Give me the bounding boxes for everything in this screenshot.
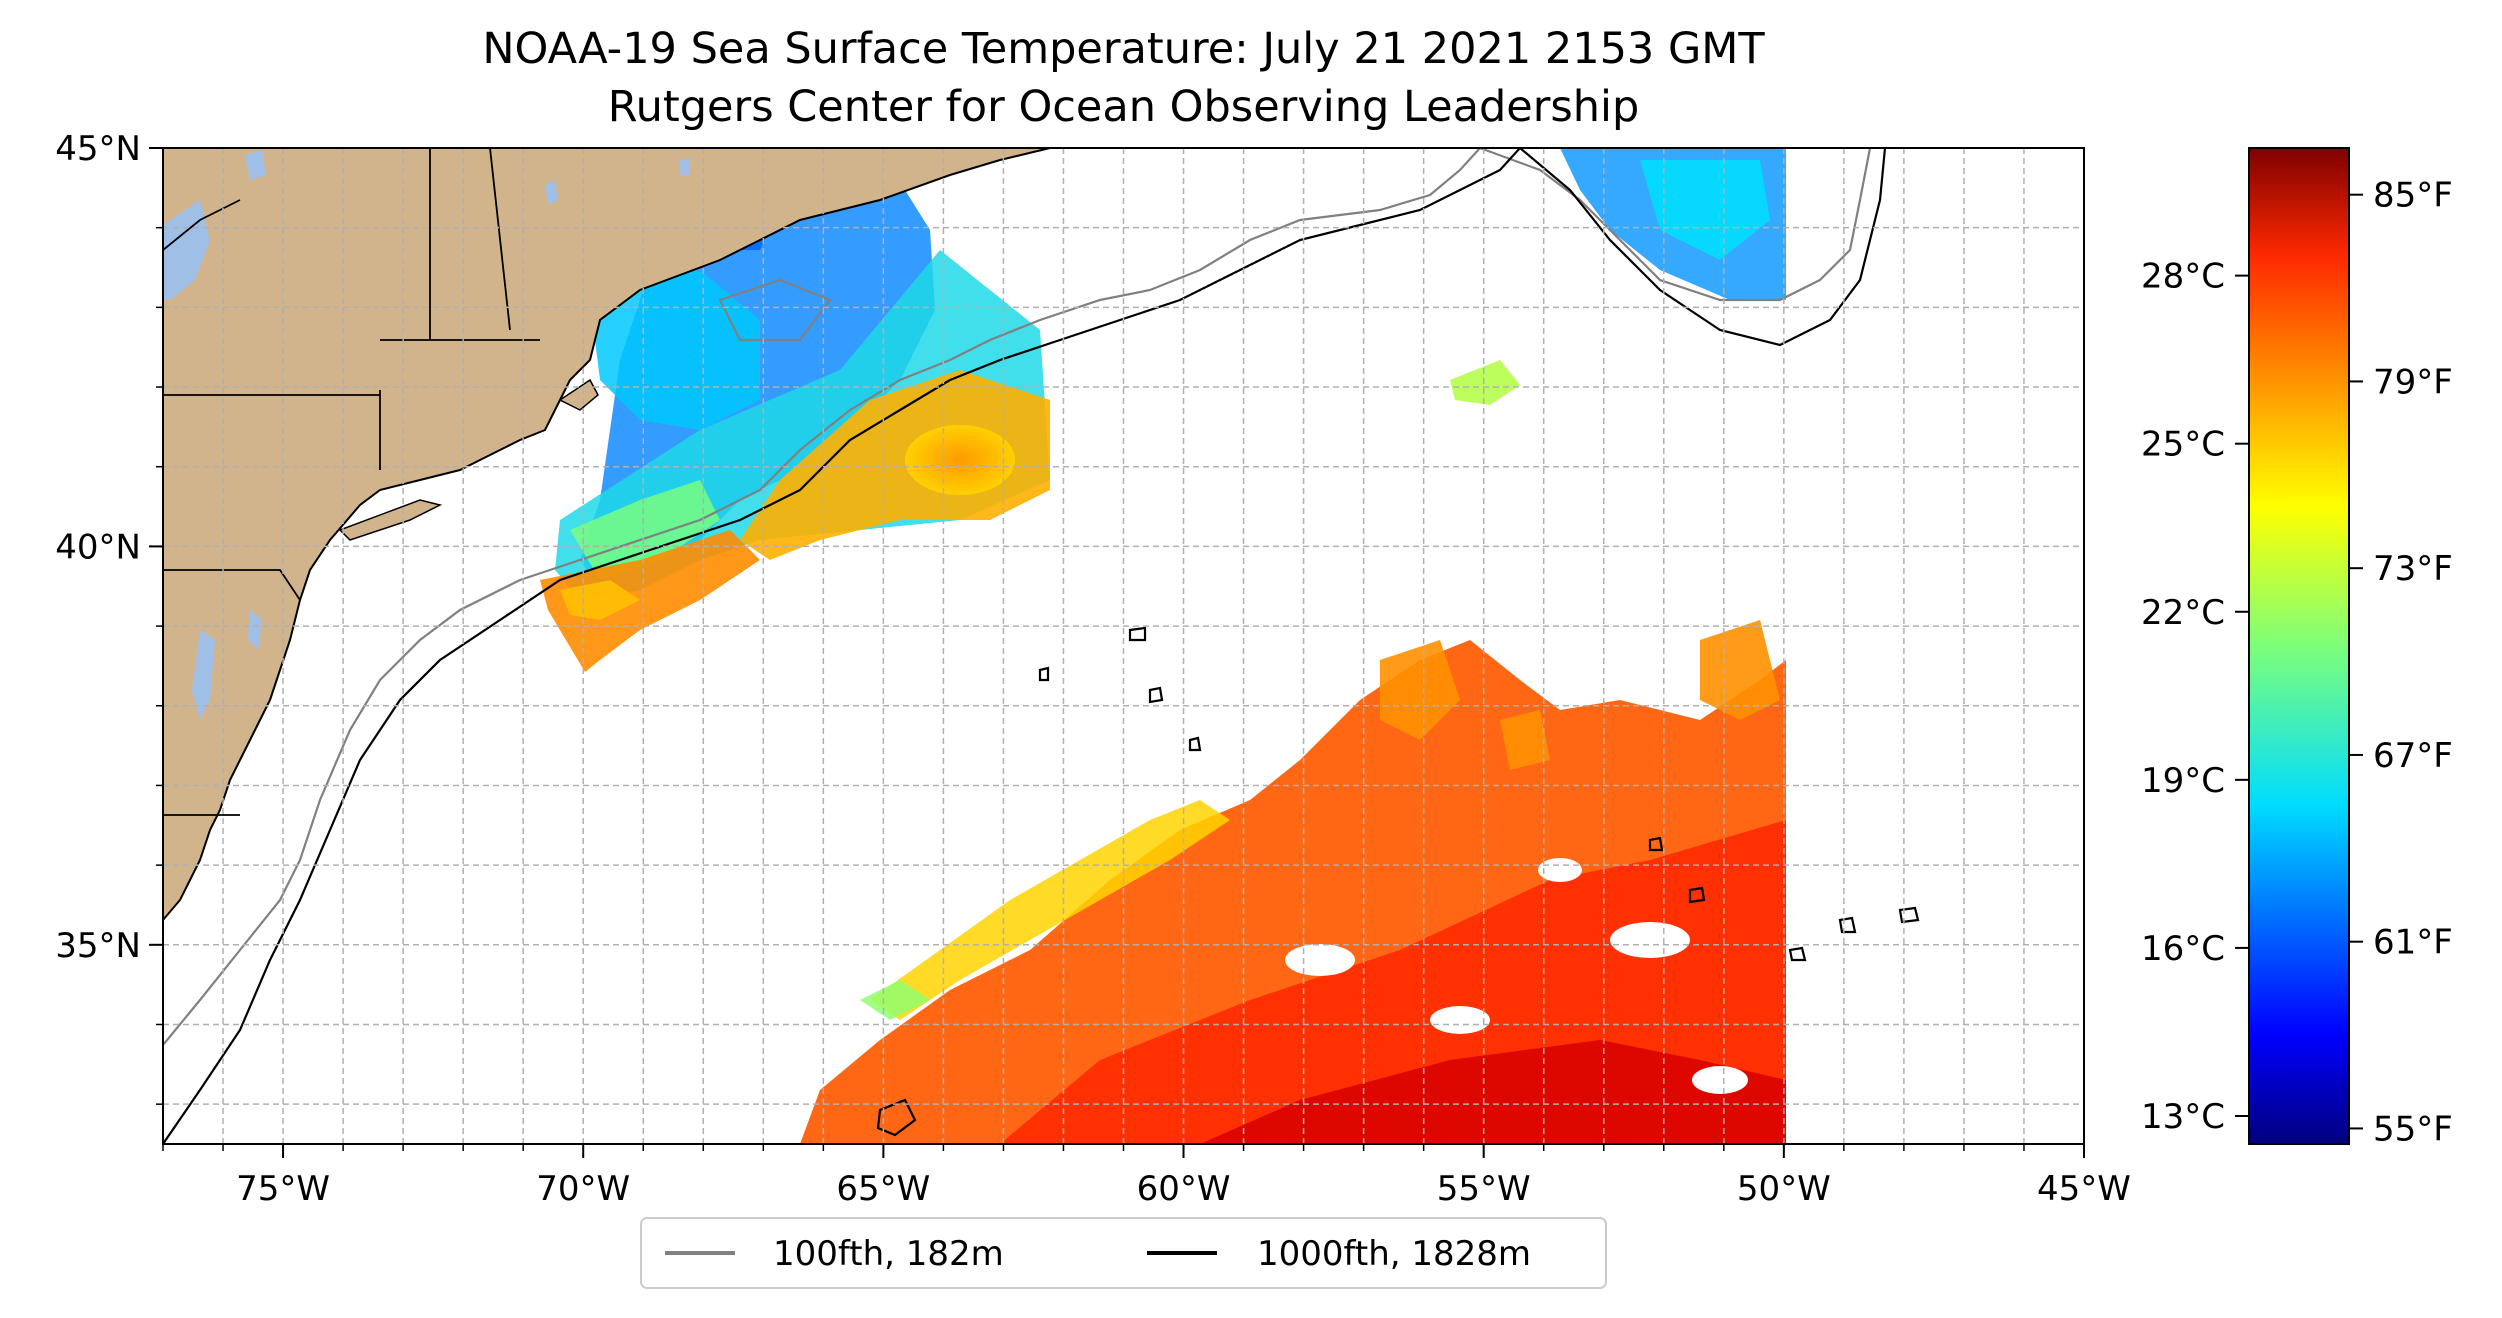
ny-canada-border bbox=[163, 199, 241, 251]
seamount-5 bbox=[1648, 836, 1664, 852]
sst-fragment-1 bbox=[1380, 640, 1460, 740]
cloud-gap-1 bbox=[1610, 922, 1690, 958]
colorbar-celsius-label: 13°C bbox=[2141, 1097, 2225, 1137]
lake-3 bbox=[680, 158, 690, 175]
colorbar: 13°C 16°C 19°C 22°C 25°C 28°C 55°F 61°F 67°F 73°… bbox=[2141, 147, 2453, 1149]
sst-warm-eddy bbox=[905, 425, 1015, 495]
sst-patch-sargasso-hot bbox=[1200, 1040, 1786, 1144]
sst-patch-shelf-green bbox=[570, 480, 720, 580]
colorbar-celsius-label: 28°C bbox=[2141, 257, 2225, 297]
figure-subtitle: Rutgers Center for Ocean Observing Leade… bbox=[607, 82, 1640, 132]
sst-gulfstream-green bbox=[860, 980, 930, 1020]
pa-md-border bbox=[163, 569, 301, 601]
sst-fragment-2 bbox=[1700, 620, 1780, 720]
lake-champlain-area bbox=[163, 200, 210, 300]
colorbar-fahrenheit-label: 55°F bbox=[2373, 1109, 2453, 1149]
nh-me-border bbox=[489, 148, 511, 331]
x-tick-label: 50°W bbox=[1737, 1169, 1831, 1209]
colorbar-gradient bbox=[2248, 147, 2350, 1145]
x-tick-label: 65°W bbox=[836, 1169, 930, 1209]
contour-1000fth-main bbox=[163, 148, 1521, 1144]
colorbar-celsius-ticks: 13°C 16°C 19°C 22°C 25°C 28°C bbox=[2141, 257, 2249, 1137]
lake-1 bbox=[245, 150, 266, 180]
seamount-4 bbox=[1038, 666, 1050, 682]
seamount-1 bbox=[1128, 626, 1147, 642]
cloud-gap-3 bbox=[1285, 944, 1355, 976]
y-tick-label: 35°N bbox=[55, 926, 141, 966]
seamount-bermuda bbox=[876, 1098, 917, 1137]
legend-label-100fth: 100fth, 182m bbox=[773, 1234, 1004, 1274]
seamount-8 bbox=[1898, 906, 1920, 924]
x-tick-label: 55°W bbox=[1437, 1169, 1531, 1209]
legend-label-1000fth: 1000fth, 1828m bbox=[1257, 1234, 1531, 1274]
sst-gulfstream-front bbox=[870, 800, 1230, 1020]
colorbar-celsius-label: 19°C bbox=[2141, 761, 2225, 801]
seamount-9 bbox=[1788, 946, 1807, 962]
colorbar-fahrenheit-label: 85°F bbox=[2373, 176, 2453, 216]
contour-100fth-main bbox=[163, 148, 1481, 1046]
colorbar-celsius-label: 16°C bbox=[2141, 929, 2225, 969]
y-tick-label: 45°N bbox=[55, 129, 141, 169]
sst-patch-slope-warm bbox=[740, 370, 1050, 560]
cloud-gap-2 bbox=[1430, 1006, 1490, 1034]
y-axis: 45°N 40°N 35°N bbox=[55, 129, 163, 1105]
legend-box bbox=[640, 1217, 1607, 1289]
x-tick-label: 60°W bbox=[1137, 1169, 1231, 1209]
seamount-2 bbox=[1148, 686, 1164, 704]
sst-patch-offshore-small bbox=[1450, 360, 1520, 405]
lake-2 bbox=[545, 180, 558, 205]
colorbar-celsius-label: 22°C bbox=[2141, 593, 2225, 633]
colorbar-celsius-label: 25°C bbox=[2141, 425, 2225, 465]
seamount-7 bbox=[1838, 916, 1857, 934]
x-tick-label: 70°W bbox=[536, 1169, 630, 1209]
x-axis: 75°W 70°W 65°W 60°W 55°W 50°W 45°W bbox=[162, 1144, 2131, 1209]
x-tick-label: 45°W bbox=[2037, 1169, 2131, 1209]
y-tick-label: 40°N bbox=[55, 527, 141, 567]
north-america-land bbox=[163, 148, 1051, 922]
sst-fragment-3 bbox=[1500, 710, 1550, 770]
gridlines bbox=[163, 148, 2084, 1144]
colorbar-fahrenheit-label: 67°F bbox=[2373, 736, 2453, 776]
state-borders bbox=[163, 148, 540, 816]
chesapeake-bay bbox=[192, 630, 215, 720]
contour-100fth-grand-banks bbox=[1479, 148, 1872, 302]
seamount-3 bbox=[1188, 736, 1202, 752]
sst-patch-cold-1 bbox=[590, 270, 760, 430]
contour-1000fth-grand-banks bbox=[1519, 148, 1887, 347]
figure-title: NOAA-19 Sea Surface Temperature: July 21… bbox=[482, 24, 1765, 74]
map-panel bbox=[162, 147, 2085, 1145]
sst-patch-warm-tongue bbox=[540, 530, 760, 672]
lakes-layer bbox=[163, 150, 690, 720]
sst-patch-warm-tongue-yellow bbox=[560, 580, 640, 620]
legend: 100fth, 182m 1000fth, 1828m bbox=[640, 1217, 1607, 1289]
x-tick-label: 75°W bbox=[236, 1169, 330, 1209]
long-island bbox=[338, 499, 443, 541]
sst-patch-ne-cold-2 bbox=[1640, 160, 1770, 260]
cloud-gap-4 bbox=[1692, 1066, 1748, 1094]
colorbar-fahrenheit-label: 61°F bbox=[2373, 923, 2453, 963]
cloud-gap-5 bbox=[1538, 858, 1582, 882]
contour-100fth-georges bbox=[718, 278, 832, 342]
colorbar-fahrenheit-label: 73°F bbox=[2373, 549, 2453, 589]
colorbar-fahrenheit-ticks: 55°F 61°F 67°F 73°F 79°F 85°F bbox=[2349, 176, 2453, 1149]
bathymetry-1000fth bbox=[163, 148, 1920, 1144]
bathymetry-100fth bbox=[163, 148, 1872, 1046]
land-layer bbox=[163, 148, 1051, 922]
colorbar-fahrenheit-label: 79°F bbox=[2373, 362, 2453, 402]
delaware-bay bbox=[248, 610, 262, 650]
seamount-6 bbox=[1688, 886, 1706, 904]
